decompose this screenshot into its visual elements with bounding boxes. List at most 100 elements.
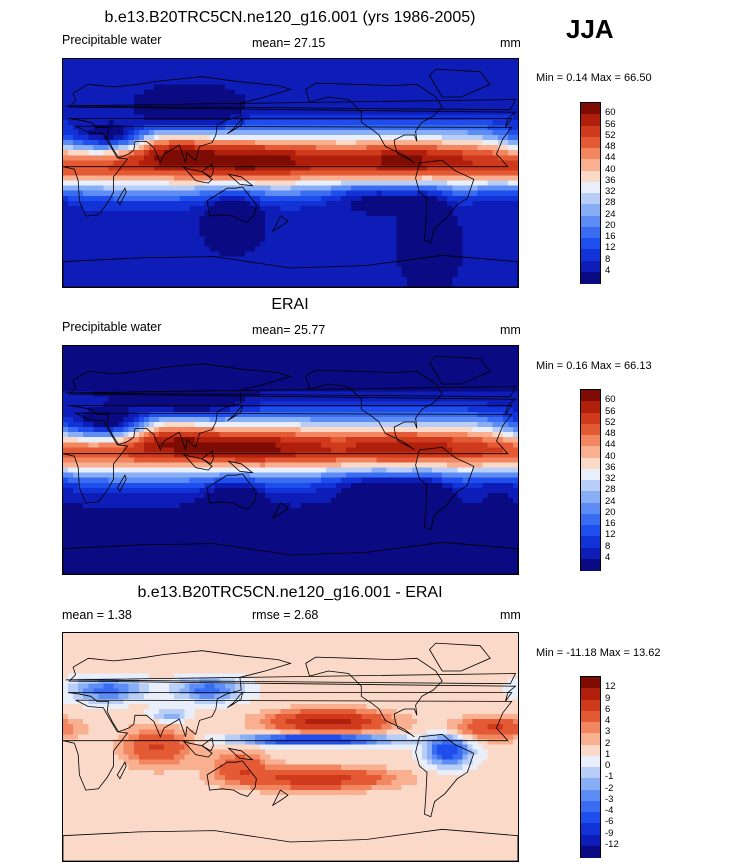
field-cell (381, 150, 388, 156)
field-cell (512, 205, 518, 212)
field-cell (250, 266, 256, 273)
field-cell (325, 175, 332, 182)
field-cell (462, 376, 469, 383)
field-cell (411, 241, 418, 248)
field-cell (204, 376, 211, 383)
field-cell (437, 376, 443, 383)
field-cell (133, 160, 140, 166)
field-cell (381, 381, 388, 388)
field-cell (482, 190, 489, 197)
field-cell (88, 69, 94, 75)
field-cell (275, 371, 281, 377)
field-cell (507, 346, 514, 352)
field-cell (93, 190, 99, 197)
field-cell (280, 366, 287, 372)
field-cell (179, 180, 185, 187)
field-cell (189, 216, 196, 222)
field-cell (376, 84, 383, 90)
field-cell (305, 256, 312, 263)
field-cell (174, 99, 180, 106)
field-cell (280, 276, 287, 283)
field-cell (138, 150, 145, 156)
field-cell (68, 185, 74, 192)
field-cell (457, 366, 463, 372)
field-cell (103, 59, 110, 65)
field-cell (472, 241, 479, 248)
field-cell (63, 89, 69, 96)
field-cell (482, 135, 489, 141)
field-cell (83, 376, 89, 383)
field-cell (330, 180, 337, 187)
field-cell (154, 145, 160, 151)
field-cell (285, 180, 292, 187)
field-cell (487, 236, 494, 242)
field-cell (391, 361, 398, 367)
field-cell (83, 251, 89, 258)
field-cell (356, 216, 362, 222)
field-cell (78, 135, 84, 141)
field-cell (457, 351, 463, 357)
field-cell (179, 211, 185, 217)
field-cell (98, 185, 105, 192)
field-cell (336, 150, 342, 156)
field-cell (421, 246, 428, 253)
field-cell (366, 180, 372, 187)
field-cell (401, 386, 408, 393)
field-cell (113, 376, 120, 383)
field-cell (502, 114, 509, 121)
field-cell (467, 129, 474, 136)
field-cell (169, 69, 175, 75)
field-cell (260, 180, 266, 187)
field-cell (386, 59, 393, 65)
field-cell (280, 226, 287, 232)
field-cell (457, 221, 463, 227)
field-cell (179, 99, 185, 106)
field-cell (93, 371, 99, 377)
field-cell (88, 261, 94, 268)
field-cell (366, 231, 372, 237)
field-cell (507, 94, 514, 101)
field-cell (310, 241, 317, 248)
field-cell (219, 140, 226, 146)
field-cell (361, 256, 367, 263)
field-cell (88, 99, 94, 106)
field-cell (174, 251, 180, 258)
field-cell (88, 180, 94, 187)
field-cell (376, 200, 383, 207)
field-cell (103, 119, 110, 126)
field-cell (184, 346, 190, 352)
field-cell (366, 216, 372, 222)
field-cell (502, 64, 509, 70)
field-cell (497, 261, 504, 268)
field-cell (123, 124, 130, 131)
field-cell (164, 190, 170, 197)
field-cell (457, 180, 463, 187)
field-cell (255, 59, 261, 65)
field-cell (133, 241, 140, 248)
field-cell (204, 251, 211, 258)
field-cell (401, 391, 408, 398)
field-cell (169, 145, 175, 151)
field-cell (229, 79, 236, 85)
field-cell (341, 195, 347, 202)
field-cell (78, 69, 84, 75)
field-cell (467, 79, 474, 85)
field-cell (361, 205, 367, 212)
field-cell (447, 351, 453, 357)
field-cell (108, 211, 115, 217)
field-cell (189, 140, 196, 146)
field-cell (472, 261, 479, 268)
field-cell (366, 256, 372, 263)
field-cell (169, 386, 175, 393)
field-cell (462, 205, 469, 212)
field-cell (275, 69, 281, 75)
field-cell (148, 185, 155, 192)
field-cell (366, 185, 372, 192)
field-cell (310, 119, 317, 126)
field-cell (154, 135, 160, 141)
field-cell (290, 226, 297, 232)
field-cell (219, 205, 226, 212)
field-cell (341, 94, 347, 101)
field-cell (280, 99, 287, 106)
field-cell (275, 231, 281, 237)
